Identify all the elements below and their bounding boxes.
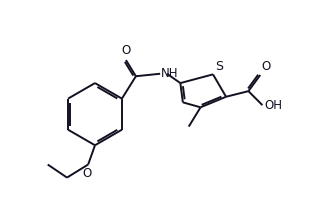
Text: OH: OH: [264, 99, 282, 112]
Text: O: O: [262, 60, 271, 73]
Text: S: S: [215, 60, 223, 72]
Text: O: O: [121, 44, 131, 57]
Text: NH: NH: [161, 67, 178, 80]
Text: O: O: [82, 167, 92, 180]
